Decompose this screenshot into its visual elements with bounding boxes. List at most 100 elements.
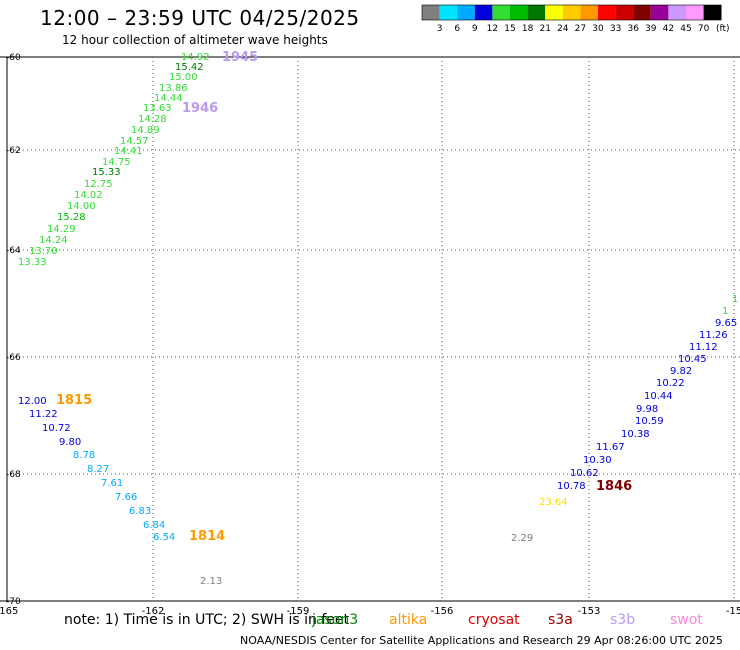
wave-height-label: 2.13: [200, 576, 222, 587]
satellite-legend-cryosat: cryosat: [468, 612, 520, 628]
longitude-axis-label: -153: [578, 606, 601, 617]
satellite-legend-jason3: jason3: [312, 612, 359, 628]
colorbar-ticks: 3 6 9 12 15 18 21 24 27 30 33 36 39 42 45 70 (ft): [437, 24, 730, 34]
colorbar-swatch: [492, 5, 510, 20]
wave-height-label: 6.54: [153, 532, 175, 543]
colorbar-tick-label: 30: [592, 24, 604, 34]
wave-height-label: 14.28: [138, 114, 167, 125]
wave-height-label: 10.30: [583, 455, 612, 466]
wave-height-label: 8.27: [87, 464, 109, 475]
wave-height-label: 11.12: [689, 342, 718, 353]
latitude-axis-label: -68: [6, 470, 21, 480]
wave-height-label: 14.57: [120, 136, 149, 147]
wave-height-label: 23.64: [539, 497, 568, 508]
colorbar-tick-label: 9: [472, 24, 478, 34]
colorbar-tick-label: 45: [680, 24, 691, 34]
wave-height-label: 15.28: [57, 212, 86, 223]
wave-height-label: 10.72: [42, 423, 71, 434]
colorbar-swatch: [633, 5, 651, 20]
wave-height-label: 15.42: [175, 62, 204, 73]
satellite-legend-s3a: s3a: [548, 612, 573, 628]
wave-height-label: 14.24: [39, 235, 68, 246]
wave-height-label: 10.62: [570, 468, 599, 479]
latitude-axis-label: -60: [6, 53, 21, 63]
longitude-axis-label: -159: [287, 606, 310, 617]
colorbar-swatch: [422, 5, 440, 20]
pass-time-label: 1945: [222, 50, 258, 65]
colorbar-tick-label: 39: [645, 24, 657, 34]
colorbar-swatch: [457, 5, 475, 20]
colorbar-swatch: [580, 5, 598, 20]
pass-time-label: 1846: [596, 479, 632, 494]
colorbar-swatch: [615, 5, 634, 20]
pass-time-label: 1814: [189, 529, 225, 544]
wave-height-label: 10.45: [678, 354, 707, 365]
wave-height-label: 14.92: [181, 52, 210, 63]
colorbar-swatch: [562, 5, 581, 20]
wave-height-label: 1: [722, 306, 728, 317]
colorbar-swatch: [527, 5, 546, 20]
colorbar-tick-label: 33: [610, 24, 621, 34]
longitude-axis-label: -165: [0, 606, 18, 617]
wave-height-label: 14.75: [102, 157, 131, 168]
latitude-axis-label: -66: [6, 353, 21, 363]
wave-height-label: 15.00: [169, 72, 198, 83]
colorbar-tick-label: 21: [539, 24, 550, 34]
wave-height-label: 13.33: [18, 257, 47, 268]
wave-height-label: 11.67: [596, 442, 625, 453]
time-labels: 1945 1946 1815 1814 1846: [56, 50, 632, 544]
colorbar-swatch: [686, 5, 704, 20]
footer-note: note: 1) Time is in UTC; 2) SWH is in fe…: [64, 612, 350, 628]
wave-height-label: 15.33: [92, 167, 121, 178]
colorbar-swatch: [668, 5, 686, 20]
wave-height-labels: 14.9215.4215.0013.8614.4413.6314.2814.89…: [18, 52, 738, 587]
colorbar-unit-label: (ft): [716, 24, 730, 34]
latitude-axis-label: -62: [6, 146, 21, 156]
colorbar-tick-label: 6: [454, 24, 460, 34]
wave-height-label: 13.70: [29, 246, 58, 257]
colorbar-swatch: [650, 5, 669, 20]
wave-height-label: 10.22: [656, 378, 685, 389]
grid-lines: [7, 57, 740, 601]
colorbar-swatch: [598, 5, 616, 20]
satellite-legend-swot: swot: [670, 612, 703, 628]
colorbar-swatch: [703, 5, 722, 20]
wave-height-label: 12.00: [18, 396, 47, 407]
wave-height-label: 11.26: [699, 330, 728, 341]
wave-height-label: 14.41: [114, 146, 143, 157]
axis-labels: -165 -162 -159 -156 -153 -15 -60 -62 -64 -66 -68 -7…: [0, 53, 740, 617]
credit-line: NOAA/NESDIS Center for Satellite Applica…: [240, 634, 723, 647]
wave-height-label: 7.61: [101, 478, 123, 489]
wave-height-label: 14.89: [131, 125, 160, 136]
wave-height-label: 10.78: [557, 481, 586, 492]
colorbar-tick-label: 3: [437, 24, 443, 34]
colorbar-swatch: [545, 5, 563, 20]
colorbar-tick-label: 27: [575, 24, 586, 34]
wave-height-label: 14.00: [67, 201, 96, 212]
longitude-axis-label: -15: [726, 606, 740, 617]
wave-height-label: 10.59: [635, 416, 664, 427]
wave-height-label: 9.65: [715, 318, 737, 329]
latitude-axis-label: -70: [6, 597, 21, 607]
wave-height-label: 14.02: [74, 190, 103, 201]
colorbar: [421, 4, 722, 21]
page-title: 12:00 – 23:59 UTC 04/25/2025: [40, 6, 360, 30]
wave-height-label: 2.29: [511, 533, 533, 544]
colorbar-swatch: [474, 5, 493, 20]
wave-height-label: 9.98: [636, 404, 658, 415]
wave-height-label: 14.44: [154, 93, 183, 104]
wave-height-label: 9.82: [670, 366, 692, 377]
colorbar-tick-label: 18: [522, 24, 534, 34]
wave-height-label: 10.44: [644, 391, 673, 402]
wave-height-label: 6.84: [143, 520, 165, 531]
latitude-axis-label: -64: [6, 246, 21, 256]
wave-height-label: 1: [732, 294, 738, 305]
colorbar-tick-label: 70: [698, 24, 710, 34]
wave-height-label: 9.80: [59, 437, 81, 448]
pass-time-label: 1946: [182, 101, 218, 116]
wave-height-label: 13.86: [159, 83, 188, 94]
colorbar-outline: [421, 4, 722, 21]
wave-height-label: 8.78: [73, 450, 95, 461]
